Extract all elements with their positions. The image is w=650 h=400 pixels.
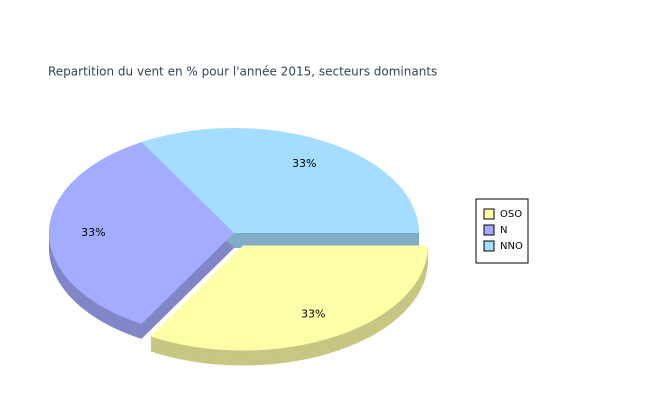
slice bbox=[141, 128, 419, 233]
slice bbox=[150, 245, 428, 351]
legend-label: N bbox=[500, 225, 507, 236]
legend-swatch bbox=[483, 224, 495, 236]
data-label: 33% bbox=[301, 308, 325, 321]
legend-swatch bbox=[483, 240, 495, 252]
legend-box bbox=[475, 198, 529, 264]
chart-title: Repartition du vent en % pour l'année 20… bbox=[48, 65, 437, 79]
legend-label: OSO bbox=[500, 209, 522, 220]
legend-label: NNO bbox=[500, 241, 523, 252]
data-label: 33% bbox=[292, 157, 316, 170]
legend-swatch bbox=[483, 208, 495, 220]
pie: 33% 33% 33% bbox=[48, 128, 428, 366]
data-label: 33% bbox=[81, 226, 105, 239]
slice bbox=[49, 142, 234, 324]
legend: OSO N NNO bbox=[475, 198, 529, 264]
